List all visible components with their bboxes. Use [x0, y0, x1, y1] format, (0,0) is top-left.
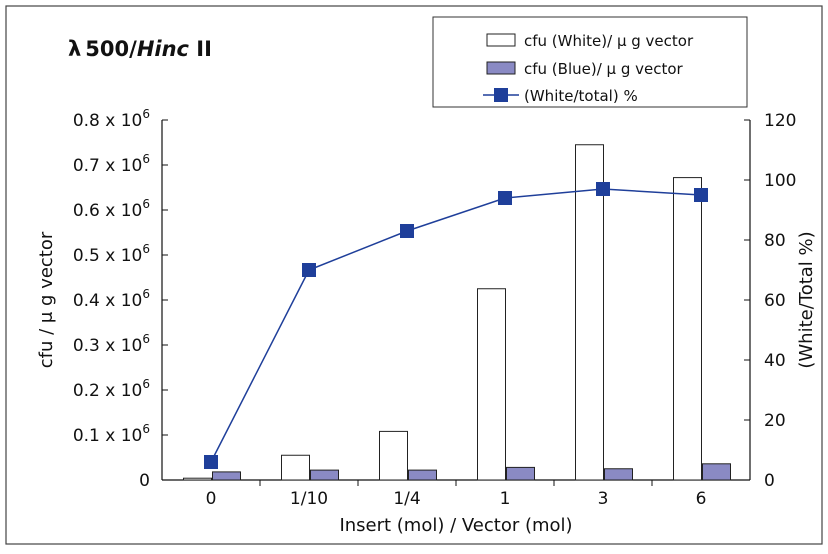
ratio-marker	[302, 263, 316, 277]
ratio-line	[210, 188, 702, 463]
bar-blue	[408, 469, 437, 481]
right-tick-label: 20	[764, 411, 786, 431]
left-tick-label: 0.3 x 106	[73, 332, 150, 356]
x-tick-label: 6	[696, 489, 707, 509]
bar-white	[183, 477, 212, 481]
ratio-marker	[596, 182, 610, 196]
x-axis-title: Insert (mol) / Vector (mol)	[339, 515, 572, 536]
legend: cfu (White)/ μ g vector cfu (Blue)/ μ g …	[432, 16, 748, 108]
title-prefix: 500/	[85, 37, 137, 61]
ratio-marker	[498, 191, 512, 205]
legend-line-label: (White/total) %	[524, 87, 638, 105]
x-tick-label: 1/4	[393, 489, 420, 509]
left-tick-label: 0.5 x 106	[73, 242, 150, 266]
right-tick-label: 100	[764, 171, 796, 191]
right-tick-label: 60	[764, 291, 786, 311]
legend-box	[432, 16, 748, 108]
ratio-marker	[694, 188, 708, 202]
left-tick-label: 0.7 x 106	[73, 152, 150, 176]
title-italic: Hinc	[137, 37, 190, 61]
ratio-marker	[400, 224, 414, 238]
right-tick-label: 80	[764, 231, 786, 251]
bar-blue	[310, 469, 339, 481]
left-tick-label: 0	[139, 471, 150, 491]
bar-blue	[506, 466, 535, 481]
x-axis-ticks: 0 1/10 1/4 1 3 6	[206, 480, 707, 509]
left-tick-label: 0.1 x 106	[73, 422, 150, 446]
right-tick-label: 40	[764, 351, 786, 371]
left-tick-label: 0.6 x 106	[73, 197, 150, 221]
right-tick-label: 0	[764, 471, 775, 491]
ratio-marker	[204, 455, 218, 469]
legend-blue-label: cfu (Blue)/ μ g vector	[524, 60, 684, 78]
x-tick-label: 0	[206, 489, 217, 509]
left-axis-ticks: 0 0.1 x 106 0.2 x 106 0.3 x 106 0.4 x 106 0.5…	[73, 107, 168, 491]
legend-blue-swatch	[486, 61, 516, 75]
x-tick-label: 1/10	[290, 489, 328, 509]
legend-white-label: cfu (White)/ μ g vector	[524, 32, 694, 50]
bar-white	[477, 288, 506, 481]
title-suffix: II	[189, 37, 212, 61]
ratio-line-series	[204, 182, 708, 469]
y-axis-left-title: cfu / μ g vector	[36, 231, 57, 368]
bar-white	[673, 177, 702, 481]
x-tick-label: 3	[598, 489, 609, 509]
left-tick-label: 0.2 x 106	[73, 377, 150, 401]
right-axis-ticks: 0 20 40 60 80 100 120	[744, 111, 796, 491]
bars	[183, 144, 731, 481]
right-tick-label: 120	[764, 111, 796, 131]
legend-white-swatch	[486, 33, 516, 47]
bar-blue	[604, 468, 633, 481]
bar-white	[575, 144, 604, 481]
bar-blue	[702, 463, 731, 481]
legend-line-marker	[494, 88, 508, 102]
x-tick-label: 1	[500, 489, 511, 509]
y-axis-right-title: (White/Total %)	[796, 231, 817, 368]
bar-white	[379, 430, 408, 481]
left-tick-label: 0.4 x 106	[73, 287, 150, 311]
bar-blue	[212, 471, 241, 481]
left-tick-label: 0.8 x 106	[73, 107, 150, 131]
bar-white	[281, 454, 310, 481]
chart-title: λ 500/Hinc II	[68, 37, 212, 61]
title-lambda: λ	[68, 37, 81, 61]
